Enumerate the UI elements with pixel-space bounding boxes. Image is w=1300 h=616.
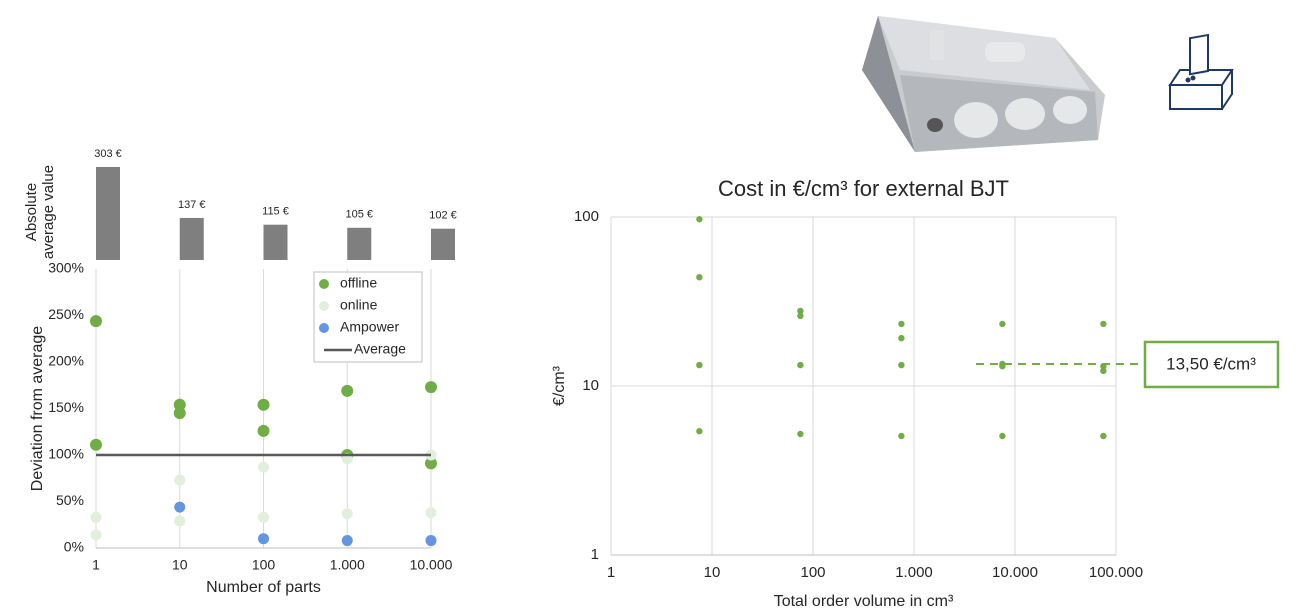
data-point [1100, 320, 1107, 328]
data-point [173, 398, 186, 411]
legend-marker [319, 279, 329, 289]
x-tick-label: 1.000 [895, 564, 933, 581]
y-tick-label: 50% [56, 492, 84, 508]
annotation-box [1143, 340, 1280, 389]
data-point [696, 216, 703, 223]
data-point [696, 274, 703, 281]
x-axis-label: Total order volume in cm³ [774, 593, 954, 610]
data-point [898, 361, 905, 369]
y-tick-label: 100% [48, 446, 84, 462]
data-point [174, 474, 186, 486]
data-point [90, 315, 102, 328]
data-point [696, 361, 703, 369]
data-point [797, 361, 804, 369]
legend-label: offline [340, 275, 377, 291]
data-point [898, 432, 905, 440]
data-point [425, 381, 437, 394]
legend-label: Average [354, 341, 406, 357]
data-point [341, 384, 354, 397]
data-point [90, 529, 102, 541]
data-point [425, 535, 437, 547]
data-point [341, 508, 353, 520]
legend-label: online [340, 297, 378, 313]
y-tick-label: 0% [64, 539, 84, 555]
y-axis-label: Deviation from average [29, 326, 46, 492]
x-axis-label: Number of parts [206, 579, 321, 596]
data-point [341, 535, 353, 547]
legend-label: Ampower [340, 319, 399, 335]
x-tick-label: 10 [704, 564, 721, 581]
y-tick-label: 300% [48, 260, 84, 276]
value-label: 105 € [345, 209, 373, 221]
y-tick-label: 10 [582, 377, 599, 394]
y-tick-label: 200% [48, 353, 84, 369]
x-tick-label: 1.000 [330, 557, 365, 573]
value-label: 115 € [262, 206, 289, 218]
data-point [257, 398, 270, 411]
annotation-text: 13,50 €/cm³ [1166, 354, 1256, 373]
bar [96, 167, 120, 260]
data-point [425, 507, 437, 519]
x-tick-label: 1 [92, 557, 100, 573]
data-point [898, 320, 905, 328]
data-point [258, 461, 269, 473]
data-point [999, 362, 1006, 370]
value-label: 102 € [429, 210, 457, 222]
x-tick-label: 100 [800, 564, 825, 581]
data-point [425, 457, 437, 470]
bar [431, 228, 455, 260]
y-tick-label: 1 [591, 546, 599, 563]
data-point [1100, 367, 1107, 375]
bar [263, 224, 288, 260]
x-tick-label: 10.000 [410, 557, 453, 573]
legend-box [313, 271, 423, 363]
data-point [797, 430, 804, 438]
data-point [90, 511, 102, 523]
chart-title: Cost in €/cm³ for external BJT [718, 176, 1009, 201]
data-point [90, 438, 102, 451]
x-tick-label: 10 [172, 557, 188, 573]
x-tick-label: 10.000 [992, 564, 1038, 581]
x-tick-label: 1 [607, 564, 615, 581]
y-tick-label: 250% [48, 306, 84, 322]
data-point [696, 428, 703, 435]
data-point [174, 501, 186, 513]
data-point [258, 533, 269, 545]
x-tick-label: 100 [252, 557, 276, 573]
y-tick-label: 150% [48, 399, 84, 415]
y-axis-label: €/cm³ [551, 365, 568, 406]
data-point [258, 511, 269, 523]
legend-marker [319, 301, 329, 311]
process-icon [1168, 33, 1234, 110]
x-tick-label: 100.000 [1089, 564, 1143, 581]
y-tick-label: 100 [574, 208, 599, 225]
data-point [797, 312, 804, 320]
part-illustration [862, 16, 1105, 152]
data-point [257, 424, 270, 437]
data-point [1100, 432, 1107, 440]
bar [179, 217, 204, 260]
data-point [797, 307, 804, 315]
data-point [174, 515, 186, 527]
data-point [173, 407, 186, 420]
data-point [999, 432, 1006, 440]
data-point [999, 320, 1006, 328]
legend-marker [319, 323, 329, 333]
bar [347, 227, 372, 260]
value-label: 303 € [94, 148, 122, 160]
y-axis-label: Absolute average value [23, 164, 57, 260]
value-label: 137 € [178, 199, 206, 211]
data-point [898, 334, 905, 342]
